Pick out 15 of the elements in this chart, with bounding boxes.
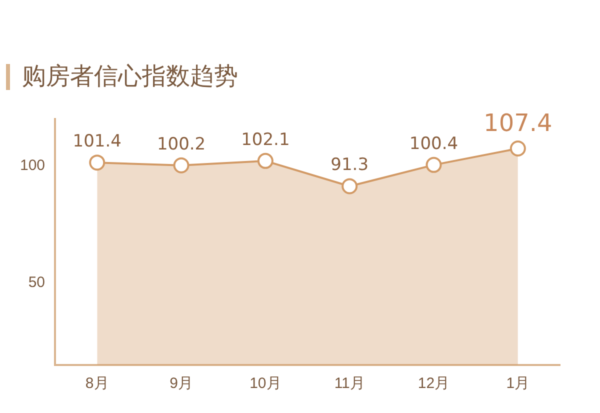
x-tick-label: 1月	[506, 375, 530, 392]
x-tick-label: 11月	[334, 375, 365, 392]
x-tick-label: 8月	[85, 375, 109, 392]
data-label: 91.3	[330, 155, 369, 176]
x-tick-label: 12月	[418, 375, 450, 392]
data-label: 100.4	[409, 134, 458, 154]
data-label: 101.4	[72, 132, 122, 152]
data-label: 107.4	[484, 108, 552, 137]
chart-title: 购房者信心指数趋势	[22, 61, 238, 92]
data-label: 102.1	[241, 130, 290, 150]
x-tick-label: 9月	[170, 375, 193, 392]
x-tick-label: 10月	[250, 375, 282, 392]
y-tick-label: 100	[20, 157, 46, 174]
y-tick-label: 50	[28, 274, 46, 292]
data-label: 100.2	[156, 134, 206, 154]
